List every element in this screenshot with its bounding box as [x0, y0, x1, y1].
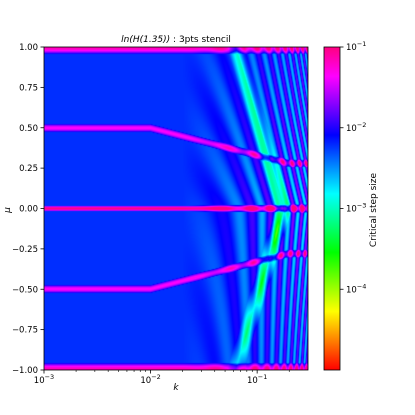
y-tick-label: 0.00 — [19, 205, 38, 215]
y-tick-label: 0.25 — [19, 164, 38, 174]
colorbar-tick-label-exp: −1 — [357, 40, 367, 48]
heatmap-plot-area — [43, 46, 309, 371]
x-tick-label: 10−2 — [140, 373, 160, 386]
colorbar: 10−110−210−310−4 Critical step size — [323, 40, 379, 371]
colorbar-tick-label: 10−2 — [346, 121, 366, 134]
x-tick-label: 10−3 — [34, 373, 54, 386]
x-tick-label: 10−1 — [247, 373, 267, 386]
colorbar-tick-label-exp: −4 — [357, 282, 367, 290]
x-tick-label-base: 10 — [34, 376, 45, 386]
y-tick-label: −1.00 — [12, 366, 38, 376]
chart-title-rest: : 3pts stencil — [170, 35, 231, 45]
colorbar-bar — [324, 47, 340, 370]
y-tick-label: 1.00 — [19, 43, 38, 53]
heatmap-image — [44, 47, 308, 370]
colorbar-tick-label-base: 10 — [346, 205, 357, 215]
heatmap-image-container — [44, 47, 308, 370]
x-tick-label-exp: −3 — [45, 373, 55, 381]
colorbar-tick-label-base: 10 — [346, 285, 357, 295]
y-tick-label: 0.50 — [19, 124, 38, 134]
colorbar-tick-label-exp: −2 — [357, 121, 367, 129]
x-axis-label: k — [173, 383, 179, 393]
y-tick-label: −0.25 — [12, 245, 38, 255]
colorbar-label: Critical step size — [369, 172, 379, 247]
y-tick-label: −0.75 — [12, 326, 38, 336]
y-axis-label: μ — [3, 207, 13, 214]
chart-title: ln(H(1.35)) : 3pts stencil — [121, 35, 231, 45]
colorbar-tick-label-base: 10 — [346, 43, 357, 53]
colorbar-tick-label-base: 10 — [346, 124, 357, 134]
y-tick-label: 0.75 — [19, 83, 38, 93]
colorbar-tick-label: 10−1 — [346, 40, 366, 53]
colorbar-tick-label: 10−4 — [346, 282, 366, 295]
x-tick-label-exp: −2 — [151, 373, 161, 381]
x-tick-label-base: 10 — [140, 376, 151, 386]
colorbar-tick-label-exp: −3 — [357, 202, 367, 210]
x-axis: 10−3 10−2 10−1 — [34, 370, 290, 386]
chart-title-italic: ln(H(1.35)) — [121, 35, 170, 45]
y-tick-label: −0.50 — [12, 285, 38, 295]
x-tick-label-base: 10 — [247, 376, 258, 386]
colorbar-ticks: 10−110−210−310−4 — [340, 40, 366, 295]
colorbar-tick-label: 10−3 — [346, 202, 366, 215]
x-tick-label-exp: −1 — [258, 373, 268, 381]
y-axis: 1.00 0.75 0.50 0.25 0.00 −0.25 −0.50 −0.75 −1.00 — [12, 43, 44, 376]
